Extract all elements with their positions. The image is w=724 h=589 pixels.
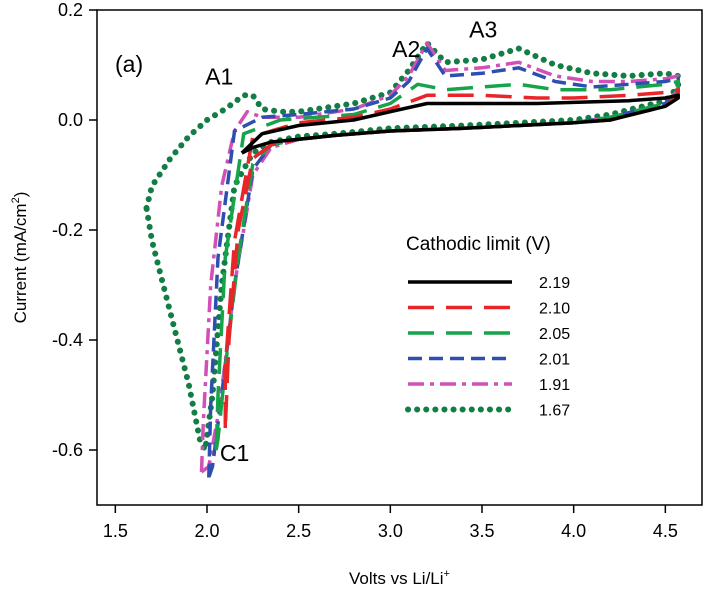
annotation-a1: A1 — [205, 63, 233, 89]
annotation-c1: C1 — [220, 440, 249, 466]
series-line-2_05 — [214, 79, 680, 451]
series-line-2_10 — [223, 87, 680, 429]
y-tick-label: -0.6 — [52, 440, 83, 460]
axes: Volts vs Li/Li+ Current (mA/cm2) — [10, 9, 703, 588]
legend-label-1_91: 1.91 — [539, 377, 570, 394]
annotation-a2: A2 — [392, 36, 420, 62]
x-axis-title: Volts vs Li/Li+ — [349, 568, 450, 588]
legend-label-1_67: 1.67 — [539, 403, 570, 420]
series-line-2_19 — [240, 93, 680, 155]
legend-label-2_10: 2.10 — [539, 301, 570, 318]
x-tick-label: 3.0 — [378, 521, 403, 541]
series-line-1_67 — [143, 40, 682, 453]
tick-marks: 1.5 2.0 2.5 3.0 3.5 4.0 4.5 0.2 0.0 -0.2 -0.4 -0.6 — [52, 0, 678, 541]
legend: Cathodic limit (V) 2.19 2.10 2.05 2.01 1.91 1.… — [405, 234, 570, 420]
x-tick-label: 2.5 — [286, 521, 311, 541]
annotations: (a) A1 A2 A3 C1 — [115, 17, 497, 467]
x-tick-label: 3.5 — [469, 521, 494, 541]
legend-label-2_01: 2.01 — [539, 352, 570, 369]
x-tick-label: 1.5 — [103, 521, 128, 541]
y-tick-label: 0.0 — [58, 110, 83, 130]
y-tick-label: -0.4 — [52, 330, 83, 350]
series-line-1_91 — [199, 41, 680, 474]
legend-label-2_19: 2.19 — [539, 275, 570, 292]
legend-title: Cathodic limit (V) — [406, 234, 551, 255]
y-axis-title: Current (mA/cm2) — [10, 192, 30, 324]
x-tick-label: 2.0 — [194, 521, 219, 541]
panel-label: (a) — [115, 51, 143, 77]
series-layer — [143, 40, 682, 479]
legend-label-2_05: 2.05 — [539, 326, 570, 343]
y-tick-label: 0.2 — [58, 0, 83, 20]
x-tick-label: 4.0 — [561, 521, 586, 541]
annotation-a3: A3 — [469, 17, 497, 43]
y-tick-label: -0.2 — [52, 220, 83, 240]
series-line-2_01 — [207, 46, 680, 479]
plot-frame — [96, 9, 703, 506]
x-tick-label: 4.5 — [653, 521, 678, 541]
